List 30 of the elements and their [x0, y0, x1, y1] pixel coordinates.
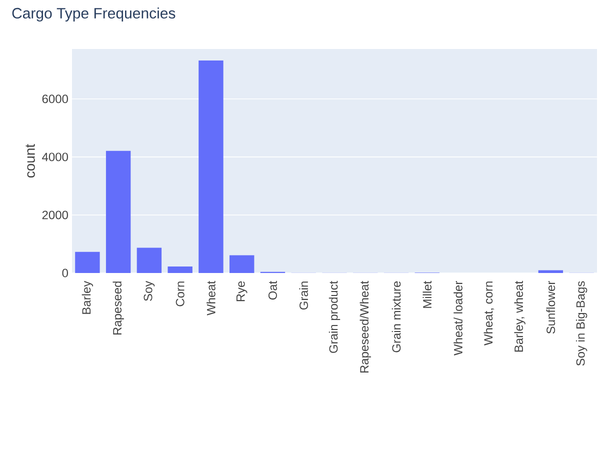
x-tick-label: Oat	[268, 280, 277, 300]
x-tick-label: Rapeseed	[112, 282, 124, 335]
bar	[75, 252, 100, 273]
y-tick-label: 0	[62, 268, 68, 278]
chart-title: Cargo Type Frequencies	[12, 8, 176, 22]
x-tick-label: Rye	[236, 281, 248, 302]
bar	[106, 150, 131, 273]
bar	[136, 248, 162, 273]
bar	[230, 255, 254, 273]
x-tick-label: Sunflower	[546, 281, 556, 334]
x-tick-label: Soy in Big-Bags	[576, 281, 588, 366]
x-tick-label: Wheat, corn	[484, 282, 494, 346]
x-tick-label: Barley, wheat	[514, 280, 526, 352]
x-tick-label: Wheat	[206, 280, 216, 316]
x-tick-label: Soy	[144, 280, 155, 301]
x-tick-label: Grain	[299, 282, 308, 310]
x-tick-label: Barley	[82, 280, 94, 314]
y-tick-label: 6000	[42, 94, 68, 104]
x-tick-label: Grain mixture	[392, 281, 401, 352]
y-tick-label: 4000	[42, 152, 68, 162]
bar	[168, 266, 192, 273]
y-axis-title: count	[26, 144, 35, 178]
bar	[538, 270, 564, 273]
bar	[198, 60, 224, 273]
x-tick-label: Rapeseed/Wheat	[360, 280, 371, 373]
y-tick-label: 2000	[42, 210, 68, 220]
x-tick-label: Millet	[422, 280, 432, 308]
x-tick-label: Wheat/ loader	[454, 281, 462, 356]
x-tick-label: Corn	[176, 282, 184, 306]
x-tick-label: Grain product	[328, 280, 340, 353]
